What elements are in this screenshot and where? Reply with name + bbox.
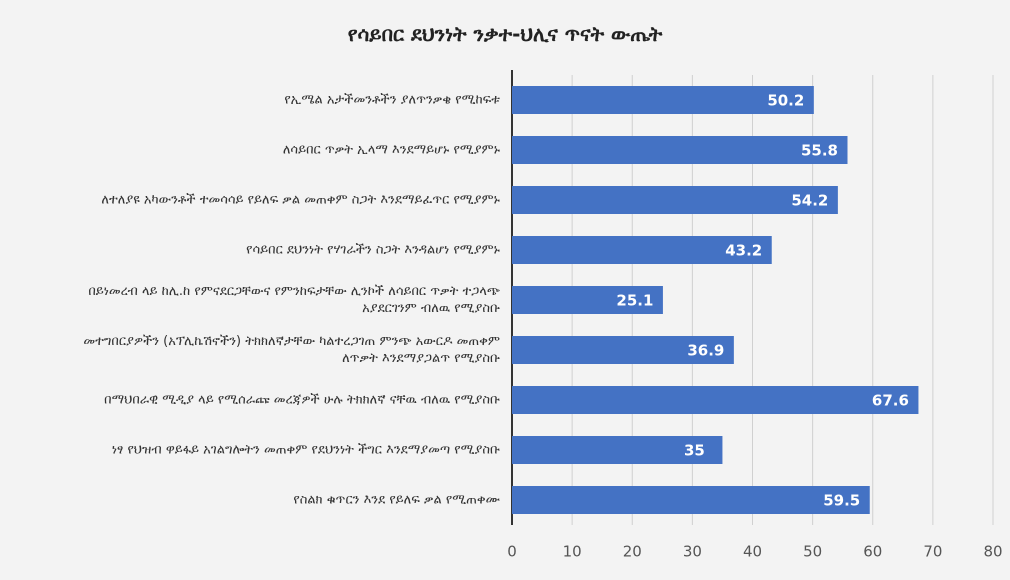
x-tick-label: 70 <box>923 543 942 561</box>
data-label: 36.9 <box>687 342 724 360</box>
y-tick-label: ነፃ የህዝብ ዋይፋይ አገልግሎትን መጠቀም የደህንነት ችግር እንደ… <box>111 442 500 458</box>
bar <box>512 186 838 214</box>
bar <box>512 236 772 264</box>
x-tick-label: 80 <box>983 543 1002 561</box>
y-tick-label: የስልክ ቁጥርን እንደ የይለፍ ቃል የሚጠቀሙ <box>293 492 500 508</box>
chart-title: የሳይበር ደህንነት ንቃተ-ህሊና ጥናት ውጤት <box>347 22 663 46</box>
y-tick-label: የሳይበር ደህንነት የሃገራችን ስጋት እንዳልሆነ የሚያምኑ <box>246 242 500 258</box>
data-label: 54.2 <box>791 192 828 210</box>
bar <box>512 386 919 414</box>
x-tick-label: 10 <box>563 543 582 561</box>
x-tick-label: 50 <box>803 543 822 561</box>
data-label: 25.1 <box>616 292 653 310</box>
bar <box>512 136 848 164</box>
y-tick-label: በማህበራዊ ሚዲያ ላይ የሚሰራጩ መረጃዎች ሁሉ ትክክለኛ ናቸዉ ብ… <box>104 392 500 408</box>
y-tick-label: መተግበርያዎችን (አፕሊኬሽኖችን) ትክክለኛታቸው ካልተረጋገጠ ምን… <box>83 334 500 366</box>
x-tick-label: 0 <box>507 543 517 561</box>
data-label: 50.2 <box>767 92 804 110</box>
data-label: 43.2 <box>725 242 762 260</box>
x-tick-label: 20 <box>623 543 642 561</box>
x-tick-label: 60 <box>863 543 882 561</box>
y-tick-label: ለተለያዩ አካውንቶች ተመሳሳይ የይለፍ ቃል መጠቀም ስጋት እንደማ… <box>101 192 500 208</box>
y-tick-label: የኢሜል አታችመንቶችን ያለጥንቃቄ የሚከፍቱ <box>284 92 500 108</box>
y-tick-label: በይነመረብ ላይ ከሊ.ከ የምናደርጋቸውና የምንከፍታቸው ሊንኮች ለ… <box>88 284 500 316</box>
bar <box>512 336 734 364</box>
y-tick-label: ለሳይበር ጥቃት ኢላማ እንደማይሆኑ የሚያምኑ <box>282 142 500 158</box>
x-tick-label: 40 <box>743 543 762 561</box>
data-label: 67.6 <box>872 392 909 410</box>
data-label: 35 <box>684 442 705 460</box>
bar <box>512 486 870 514</box>
bar <box>512 436 723 464</box>
data-label: 59.5 <box>823 492 860 510</box>
x-tick-label: 30 <box>683 543 702 561</box>
bar <box>512 286 663 314</box>
bar <box>512 86 814 114</box>
data-label: 55.8 <box>801 142 838 160</box>
